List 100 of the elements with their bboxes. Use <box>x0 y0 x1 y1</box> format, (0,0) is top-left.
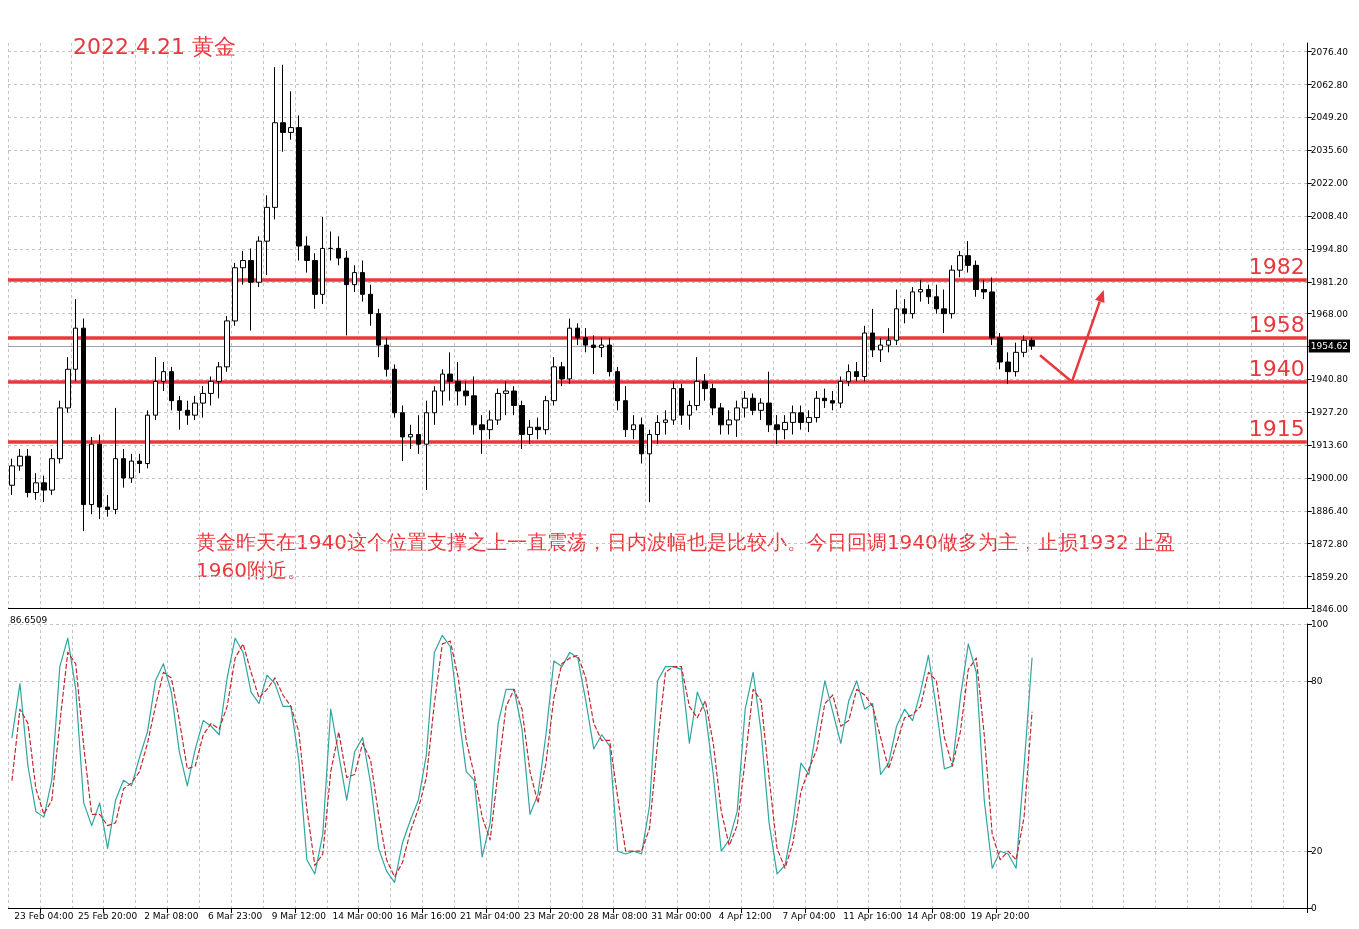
candlestick <box>830 390 835 411</box>
candlestick <box>447 351 453 402</box>
candlestick <box>216 361 222 399</box>
candlestick <box>854 361 859 382</box>
x-tick-label: 16 Mar 16:00 <box>396 910 457 921</box>
candlestick <box>208 376 214 406</box>
x-tick-label: 23 Feb 04:00 <box>14 910 74 921</box>
text: 86.6509 <box>10 614 48 625</box>
candlestick <box>655 414 660 445</box>
y-tick-label: 2035.60 <box>1310 145 1349 156</box>
y-tick-label: 80 <box>1311 675 1323 686</box>
candlestick <box>113 407 118 515</box>
candlestick <box>232 262 238 327</box>
candlestick <box>41 475 47 503</box>
candlestick <box>623 385 628 438</box>
candlestick <box>758 397 764 421</box>
y-tick-label: 1981.20 <box>1310 276 1349 287</box>
candlestick <box>997 332 1003 370</box>
candlestick <box>479 414 485 455</box>
candlestick <box>200 385 206 419</box>
candlestick <box>495 388 501 426</box>
candlestick <box>750 392 756 416</box>
candlestick <box>718 402 724 435</box>
candlestick <box>766 371 772 433</box>
x-tick-label: 7 Apr 04:00 <box>782 910 836 921</box>
candlestick <box>543 395 549 435</box>
candlestick <box>814 390 820 423</box>
x-tick-label: 21 Mar 04:00 <box>460 910 521 921</box>
x-tick-label: 9 Mar 12:00 <box>271 910 327 921</box>
candlestick <box>65 356 71 414</box>
candlestick <box>328 231 333 261</box>
x-tick-label: 25 Feb 20:00 <box>78 910 138 921</box>
candlestick <box>726 409 732 435</box>
candlestick <box>376 308 381 358</box>
candlestick <box>535 417 541 440</box>
candlestick <box>981 279 987 300</box>
x-tick-label: 11 Apr 16:00 <box>843 910 903 921</box>
candlestick <box>81 318 86 532</box>
candlestick <box>25 448 31 498</box>
candlestick <box>248 247 254 332</box>
candlestick <box>822 388 827 409</box>
y-tick-label: 1872.80 <box>1310 538 1349 549</box>
x-tick-label: 4 Apr 12:00 <box>718 910 772 921</box>
candlestick <box>105 494 110 518</box>
candlestick <box>352 264 357 293</box>
candlestick <box>296 115 302 261</box>
candlestick <box>710 383 716 416</box>
candlestick <box>73 298 78 382</box>
candlestick <box>89 436 94 515</box>
candlestick <box>224 315 230 373</box>
candlestick <box>511 385 517 416</box>
candlestick <box>687 400 692 431</box>
candlestick <box>870 308 875 358</box>
y-tick-label: 1859.20 <box>1310 571 1349 582</box>
candlestick <box>989 276 995 346</box>
x-tick-label: 28 Mar 08:00 <box>587 910 648 921</box>
y-tick-label: 2076.40 <box>1310 46 1349 57</box>
candlestick <box>344 250 349 336</box>
candlestick <box>432 385 437 426</box>
y-tick-label: 0 <box>1311 903 1317 913</box>
candlestick <box>949 264 955 319</box>
y-tick-label: 2062.80 <box>1310 79 1349 90</box>
candlestick <box>503 380 509 416</box>
candlestick <box>192 395 198 421</box>
candlestick <box>973 260 979 298</box>
candlestick <box>360 260 365 303</box>
candlestick <box>424 400 429 491</box>
y-tick-label: 2022.00 <box>1310 178 1349 189</box>
candlestick <box>9 458 15 496</box>
x-tick-label: 14 Apr 08:00 <box>907 910 967 921</box>
candlestick <box>918 279 923 303</box>
candlestick <box>599 337 604 358</box>
candlestick <box>663 409 668 435</box>
candlestick <box>384 337 389 377</box>
candlestick <box>575 322 580 346</box>
candlestick <box>957 250 963 278</box>
candlestick <box>806 409 812 433</box>
candlestick <box>129 453 134 484</box>
candlestick <box>631 414 636 440</box>
candlestick <box>1005 351 1011 385</box>
candlestick <box>902 298 907 324</box>
candlestick <box>153 356 158 421</box>
ref-line-label: 1982 <box>1248 254 1305 280</box>
candlestick <box>671 380 676 426</box>
candlestick <box>774 414 780 445</box>
x-tick-label: 23 Mar 20:00 <box>523 910 585 921</box>
candlestick <box>368 284 373 327</box>
candlestick <box>941 289 947 334</box>
candlestick <box>185 400 190 426</box>
candlestick <box>392 363 397 419</box>
candlestick <box>264 194 270 276</box>
candlestick <box>934 284 939 315</box>
y-tick-label: 2049.20 <box>1310 112 1349 123</box>
candlestick <box>551 356 557 406</box>
candlestick <box>312 252 318 310</box>
candlestick <box>137 453 142 474</box>
y-tick-label: 20 <box>1311 846 1323 857</box>
candlestick <box>33 472 39 501</box>
x-tick-label: 2 Mar 08:00 <box>144 910 199 921</box>
candlestick <box>408 424 413 450</box>
